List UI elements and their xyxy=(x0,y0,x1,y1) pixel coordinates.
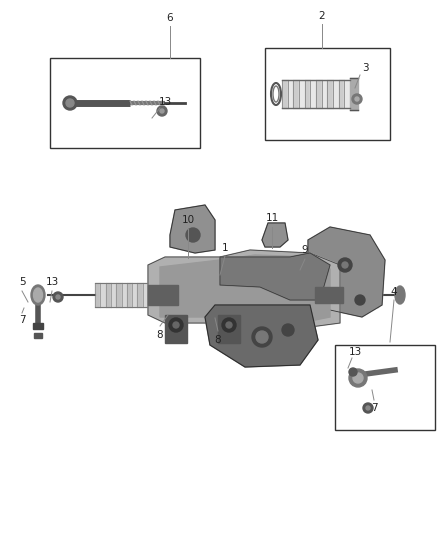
Polygon shape xyxy=(205,305,318,367)
Polygon shape xyxy=(220,253,330,300)
Bar xyxy=(335,345,435,430)
Bar xyxy=(50,58,200,148)
Text: 5: 5 xyxy=(19,277,25,287)
Bar xyxy=(265,48,390,140)
Bar xyxy=(218,315,240,343)
Ellipse shape xyxy=(31,285,45,305)
Bar xyxy=(315,287,343,303)
Bar xyxy=(148,285,178,305)
Circle shape xyxy=(173,322,179,328)
Circle shape xyxy=(222,318,236,332)
Bar xyxy=(34,333,42,338)
Circle shape xyxy=(226,322,232,328)
Circle shape xyxy=(338,258,352,272)
Text: 8: 8 xyxy=(157,330,163,340)
Circle shape xyxy=(363,403,373,413)
Circle shape xyxy=(342,262,348,268)
Text: 13: 13 xyxy=(348,347,362,357)
Circle shape xyxy=(160,109,164,113)
Text: 1: 1 xyxy=(222,243,228,253)
Text: 7: 7 xyxy=(371,403,377,413)
Polygon shape xyxy=(160,255,330,321)
Circle shape xyxy=(66,99,74,107)
Polygon shape xyxy=(148,250,340,327)
Circle shape xyxy=(56,295,60,299)
Polygon shape xyxy=(308,227,385,317)
Circle shape xyxy=(355,97,359,101)
Ellipse shape xyxy=(33,288,42,302)
Circle shape xyxy=(352,94,362,104)
Text: 11: 11 xyxy=(265,213,279,223)
Circle shape xyxy=(349,369,367,387)
Circle shape xyxy=(366,406,370,410)
Bar xyxy=(165,315,187,343)
Circle shape xyxy=(349,368,357,376)
Text: 13: 13 xyxy=(46,277,59,287)
Circle shape xyxy=(157,106,167,116)
Circle shape xyxy=(355,295,365,305)
Ellipse shape xyxy=(395,286,405,304)
Circle shape xyxy=(256,331,268,343)
Circle shape xyxy=(282,324,294,336)
Bar xyxy=(33,323,43,329)
Text: 2: 2 xyxy=(319,11,325,21)
Polygon shape xyxy=(170,205,215,253)
Text: 9: 9 xyxy=(302,245,308,255)
Circle shape xyxy=(252,327,272,347)
Text: 4: 4 xyxy=(391,287,397,297)
Circle shape xyxy=(353,373,363,383)
Circle shape xyxy=(53,292,63,302)
Circle shape xyxy=(169,318,183,332)
Circle shape xyxy=(186,228,200,242)
Polygon shape xyxy=(262,223,288,247)
Text: 8: 8 xyxy=(215,335,221,345)
Circle shape xyxy=(63,96,77,110)
Text: 13: 13 xyxy=(159,97,172,107)
Text: 7: 7 xyxy=(19,315,25,325)
Text: 6: 6 xyxy=(167,13,173,23)
Text: 10: 10 xyxy=(181,215,194,225)
Text: 3: 3 xyxy=(362,63,368,73)
